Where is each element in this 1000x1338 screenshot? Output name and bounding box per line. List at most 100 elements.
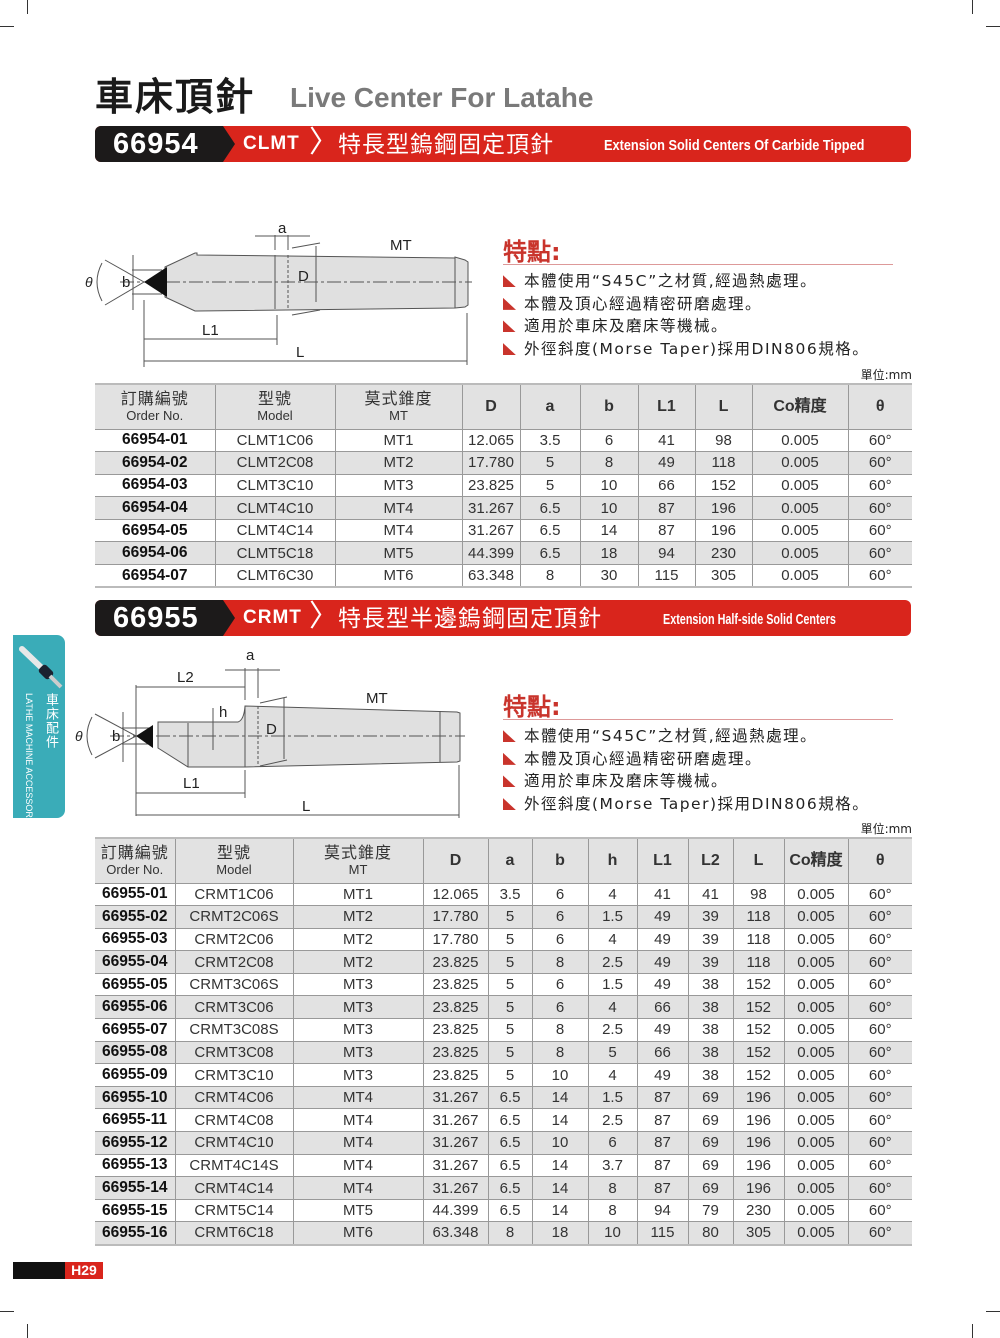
angle-cell: 60°: [847, 1221, 912, 1245]
spec-cell: MT2: [334, 451, 462, 475]
spec-cell: 17.780: [461, 451, 520, 475]
spec-cell: 8: [487, 1221, 532, 1245]
table-row: 66954-07 CLMT6C30 MT6 63.348 8 30 115 305 0.005 6…: [95, 564, 912, 588]
column-header: L: [694, 384, 752, 429]
spec-cell: MT3: [292, 995, 423, 1019]
spec-cell: 44.399: [461, 541, 520, 565]
model-cell: CLMT3C10: [214, 474, 335, 497]
series-code: CRMT: [243, 607, 302, 628]
spec-cell: 0.005: [783, 905, 848, 929]
spec-cell: 6.5: [487, 1131, 532, 1155]
dim-l1: L1: [202, 322, 219, 339]
spec-cell: 98: [732, 883, 784, 906]
angle-cell: 60°: [847, 995, 912, 1019]
spec-cell: 230: [694, 541, 752, 565]
spec-cell: 152: [732, 973, 784, 996]
angle-cell: 60°: [847, 496, 912, 520]
angle-cell: 60°: [847, 883, 912, 906]
spec-cell: MT4: [334, 496, 462, 520]
table-row: 66954-04 CLMT4C10 MT4 31.267 6.5 10 87 196 0.005…: [95, 496, 912, 520]
spec-cell: 49: [637, 451, 695, 475]
dim-h: h: [219, 704, 227, 721]
model-cell: CRMT4C14: [174, 1176, 293, 1200]
order-no-cell: 66955-08: [101, 1043, 168, 1061]
column-header: 莫式錐度 MT: [292, 838, 423, 883]
spec-cell: 0.005: [783, 1041, 848, 1064]
dim-l2: L2: [177, 669, 194, 686]
model-cell: CLMT4C14: [214, 519, 335, 542]
spec-cell: 6.5: [519, 519, 580, 542]
spec-cell: 6.5: [487, 1108, 532, 1132]
order-no-cell: 66954-07: [121, 566, 188, 584]
spec-cell: MT6: [334, 564, 462, 588]
angle-cell: 60°: [847, 541, 912, 565]
angle-cell: 60°: [847, 1063, 912, 1087]
spec-cell: 87: [636, 1154, 688, 1177]
order-no-cell: 66955-06: [101, 998, 168, 1016]
section-title-en: Extension Half-side Solid Centers Of Car…: [663, 611, 836, 628]
spec-cell: 14: [531, 1154, 588, 1177]
unit-label: 單位:mm: [860, 368, 912, 382]
spec-cell: 0.005: [751, 474, 848, 497]
spec-cell: 23.825: [422, 973, 488, 996]
triangle-bullet-icon: [503, 320, 516, 333]
spec-cell: 87: [637, 496, 695, 520]
spec-cell: 5: [487, 928, 532, 951]
spec-cell: 69: [687, 1176, 733, 1200]
crop-mark: [0, 26, 14, 27]
spec-cell: 31.267: [422, 1176, 488, 1200]
column-header: 型號 Model: [174, 838, 293, 883]
spec-cell: 14: [531, 1108, 588, 1132]
spec-cell: 3.5: [487, 883, 532, 906]
spec-cell: 6.5: [487, 1176, 532, 1200]
spec-cell: MT6: [292, 1221, 423, 1245]
feature-item: 外徑斜度(Morse Taper)採用DIN806規格。: [503, 338, 893, 361]
spec-cell: 6.5: [519, 496, 580, 520]
page-number: H29: [65, 1262, 103, 1279]
spec-cell: 31.267: [422, 1154, 488, 1177]
feature-item: 本體及頂心經過精密研磨處理。: [503, 293, 893, 316]
angle-cell: 60°: [847, 905, 912, 929]
table-row: 66955-13 CRMT4C14S MT4 31.267 6.5 14 3.7 87 69 19…: [95, 1154, 912, 1177]
column-header: θ: [847, 384, 912, 429]
section-title-cn: 特長型鎢鋼固定頂針: [338, 132, 554, 158]
feature-item: 適用於車床及磨床等機械。: [503, 770, 893, 793]
spec-cell: 4: [587, 883, 637, 906]
features-title: 特點:: [503, 687, 893, 721]
spec-cell: 38: [687, 1018, 733, 1042]
angle-cell: 60°: [847, 1108, 912, 1132]
spec-cell: 0.005: [783, 950, 848, 974]
spec-cell: 1.5: [587, 1086, 637, 1109]
spec-cell: 196: [732, 1131, 784, 1155]
spec-cell: 0.005: [783, 1086, 848, 1109]
model-cell: CLMT1C06: [214, 429, 335, 452]
table-row: 66955-04 CRMT2C08 MT2 23.825 5 8 2.5 49 39 118 0.0…: [95, 950, 912, 974]
spec-cell: 0.005: [783, 1131, 848, 1155]
spec-cell: 3.5: [519, 429, 580, 452]
angle-cell: 60°: [847, 1199, 912, 1222]
spec-cell: 69: [687, 1131, 733, 1155]
clmt-drawing: a MT D b θ L1 L: [85, 220, 472, 367]
page-bar: [13, 1262, 65, 1279]
table-row: 66955-02 CRMT2C06S MT2 17.780 5 6 1.5 49 39 118 0.…: [95, 905, 912, 929]
spec-cell: 0.005: [783, 883, 848, 906]
spec-cell: 69: [687, 1154, 733, 1177]
spec-cell: 30: [579, 564, 638, 588]
spec-cell: 10: [531, 1131, 588, 1155]
spec-cell: 0.005: [783, 973, 848, 996]
order-no-cell: 66955-05: [101, 975, 168, 993]
spec-cell: 66: [636, 1041, 688, 1064]
spec-cell: 69: [687, 1086, 733, 1109]
side-tab-lathe-accessories[interactable]: 車床配件 LATHE MACHINE ACCESSORIES: [13, 635, 65, 832]
spec-cell: 152: [732, 1041, 784, 1064]
spec-cell: 115: [637, 564, 695, 588]
spec-cell: 38: [687, 1041, 733, 1064]
carbide-tip: [144, 267, 167, 297]
unit-label: 單位:mm: [860, 822, 912, 836]
section-code: 66954: [95, 126, 235, 162]
table-row: 66955-07 CRMT3C08S MT3 23.825 5 8 2.5 49 38 152 0.…: [95, 1018, 912, 1042]
spec-cell: 6.5: [487, 1154, 532, 1177]
table-row: 66955-03 CRMT2C06 MT2 17.780 5 6 4 49 39 118 0.005…: [95, 928, 912, 951]
order-no-cell: 66955-09: [101, 1066, 168, 1084]
spec-cell: 14: [531, 1176, 588, 1200]
